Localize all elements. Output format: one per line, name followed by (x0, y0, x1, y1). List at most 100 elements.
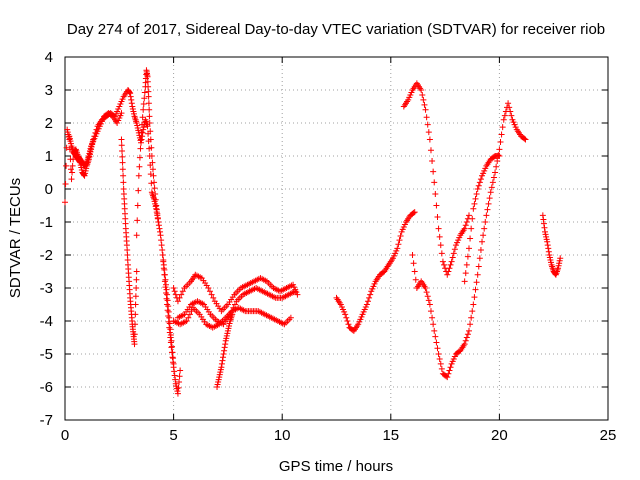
data-point (496, 146, 503, 153)
data-point (506, 104, 513, 111)
data-point (447, 261, 454, 268)
data-point (62, 181, 69, 188)
data-point (438, 250, 445, 257)
data-point (219, 357, 226, 364)
data-point (158, 237, 165, 244)
data-point (160, 258, 167, 265)
y-tick-label: 1 (45, 148, 53, 165)
data-point (149, 159, 156, 166)
data-point (294, 291, 301, 298)
y-tick-label: -3 (40, 280, 53, 297)
data-point (435, 225, 442, 232)
series-segment-dip-to-six (159, 252, 184, 397)
data-point (220, 354, 227, 361)
data-point (171, 368, 178, 375)
data-point (434, 214, 441, 221)
data-point (222, 341, 229, 348)
data-point (167, 339, 174, 346)
data-point (126, 89, 133, 96)
data-point (450, 250, 457, 257)
data-point (210, 294, 217, 301)
data-point (133, 268, 140, 275)
axis-ticks: 0 5 10 15 20 25 -7 -6 -5 -4 -3 -2 -1 0 1 2 3 4 (40, 49, 617, 444)
data-point (465, 327, 472, 334)
chart-title: Day 274 of 2017, Sidereal Day-to-day VTE… (67, 21, 605, 38)
y-tick-label: -2 (40, 247, 53, 264)
data-point (343, 314, 350, 321)
y-tick-label: -1 (40, 214, 53, 231)
data-point (410, 260, 417, 267)
data-point (461, 278, 468, 285)
data-point (231, 301, 238, 308)
data-point (435, 351, 442, 357)
data-point (120, 179, 127, 186)
data-point (367, 291, 374, 298)
data-point (63, 144, 70, 151)
data-point (364, 298, 371, 305)
data-point (160, 265, 167, 272)
data-point (176, 373, 183, 380)
data-point (164, 301, 171, 308)
plot-frame (64, 56, 609, 421)
data-point (147, 128, 154, 135)
series-segment-late-ramp (333, 209, 418, 334)
data-point (396, 237, 403, 244)
data-point (436, 355, 443, 362)
data-point (476, 255, 483, 262)
data-point (441, 261, 448, 268)
data-point (424, 293, 431, 300)
data-point (430, 321, 437, 328)
data-point (424, 121, 431, 128)
y-tick-label: 2 (45, 115, 53, 132)
data-point (541, 224, 548, 231)
data-point (134, 217, 141, 224)
data-point (471, 200, 478, 207)
data-point (174, 298, 181, 305)
data-point (156, 225, 163, 232)
data-point (131, 331, 138, 338)
data-point (425, 297, 432, 304)
data-point (540, 220, 547, 227)
series-segment-late-peak (400, 80, 472, 278)
data-point (172, 291, 179, 298)
data-point (148, 144, 155, 151)
data-point (411, 209, 418, 216)
data-point (496, 153, 503, 159)
data-point (429, 157, 436, 164)
data-point (218, 360, 225, 367)
data-point (168, 343, 175, 350)
data-point (445, 268, 452, 275)
x-tick-label: 5 (169, 427, 177, 444)
data-point (174, 390, 181, 397)
data-point (161, 278, 168, 285)
data-point (501, 112, 508, 119)
x-tick-label: 10 (274, 427, 291, 444)
data-point (168, 349, 175, 356)
data-point (497, 138, 504, 145)
data-point (473, 190, 480, 197)
data-point (472, 195, 479, 202)
data-point (229, 311, 236, 318)
data-point (366, 294, 373, 301)
data-point (462, 270, 469, 277)
data-point (485, 200, 492, 207)
data-point (489, 179, 496, 186)
data-point (437, 242, 444, 249)
data-point (470, 205, 477, 212)
series-segment-mid-lower (170, 304, 294, 331)
data-point (176, 379, 183, 386)
data-point (426, 136, 433, 143)
data-point (135, 187, 142, 194)
data-point (133, 285, 140, 291)
data-point (463, 261, 470, 268)
data-point (505, 100, 512, 107)
data-point (467, 321, 474, 328)
data-point (462, 337, 469, 344)
data-point (119, 159, 126, 166)
data-point (427, 147, 434, 154)
data-point (462, 222, 469, 229)
data-point (157, 228, 164, 235)
data-point (141, 89, 148, 96)
data-point (162, 284, 169, 291)
